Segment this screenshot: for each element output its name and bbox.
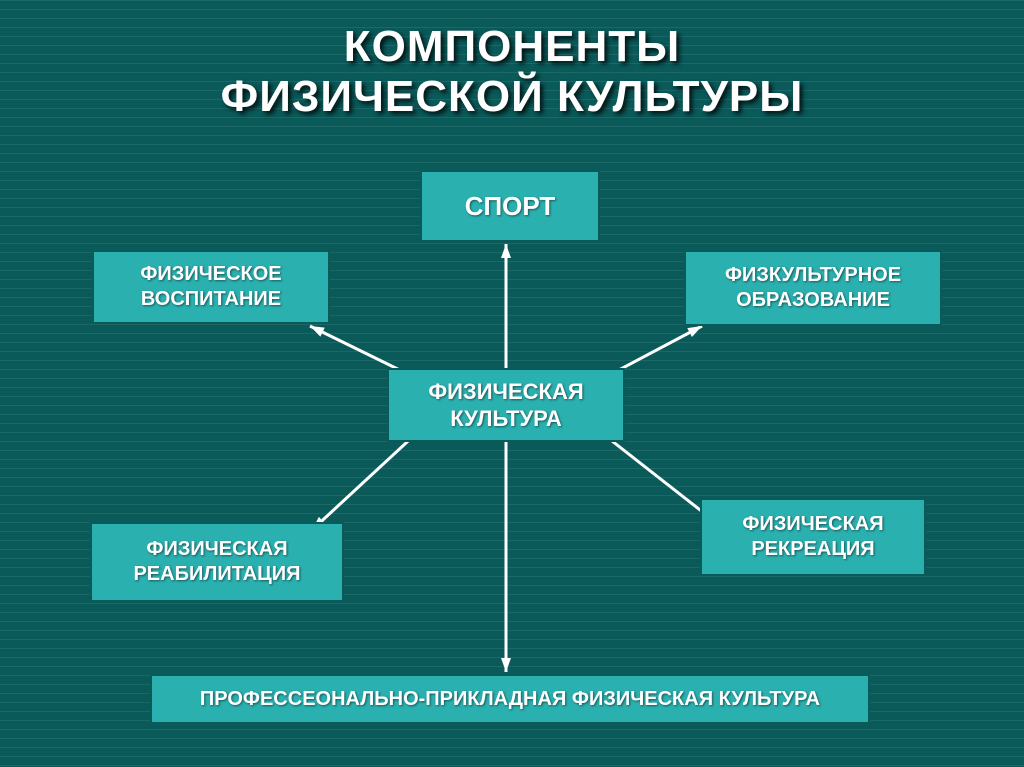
node-reabil: ФИЗИЧЕСКАЯ РЕАБИЛИТАЦИЯ <box>90 522 344 602</box>
node-obraz: ФИЗКУЛЬТУРНОЕ ОБРАЗОВАНИЕ <box>684 250 942 326</box>
node-sport: СПОРТ <box>420 170 600 242</box>
node-vospit: ФИЗИЧЕСКОЕ ВОСПИТАНИЕ <box>92 250 330 324</box>
node-rekre: ФИЗИЧЕСКАЯ РЕКРЕАЦИЯ <box>700 498 926 576</box>
node-prof: ПРОФЕССЕОНАЛЬНО-ПРИКЛАДНАЯ ФИЗИЧЕСКАЯ КУ… <box>150 674 870 724</box>
slide-title: КОМПОНЕНТЫ ФИЗИЧЕСКОЙ КУЛЬТУРЫ <box>0 22 1024 122</box>
node-center: ФИЗИЧЕСКАЯ КУЛЬТУРА <box>387 368 625 442</box>
